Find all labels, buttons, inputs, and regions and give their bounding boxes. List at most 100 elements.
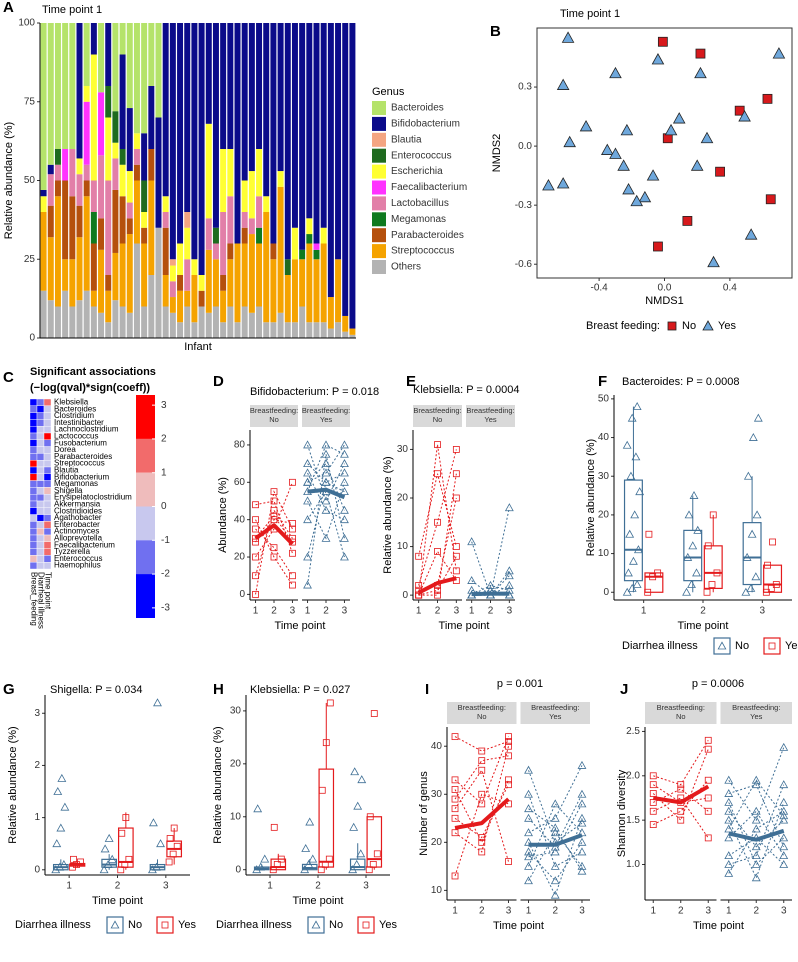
subject-point bbox=[303, 440, 312, 449]
point bbox=[649, 573, 657, 581]
heat-cell bbox=[29, 494, 38, 502]
point bbox=[59, 859, 69, 868]
subject-line bbox=[471, 584, 510, 596]
subject-point bbox=[340, 552, 349, 561]
x-tick-label: -0.4 bbox=[590, 283, 608, 294]
facet-label: Yes bbox=[750, 712, 762, 721]
heat-cell bbox=[43, 412, 52, 420]
subject-point bbox=[524, 861, 533, 870]
point bbox=[70, 855, 77, 863]
point bbox=[356, 849, 366, 858]
bar-segment bbox=[83, 196, 90, 291]
subject-point bbox=[524, 765, 533, 774]
heat-cell bbox=[43, 473, 52, 481]
bar-segment bbox=[335, 322, 342, 338]
bar-segment bbox=[126, 312, 133, 338]
heat-cell bbox=[43, 541, 52, 549]
bar-segment bbox=[270, 23, 277, 244]
legend-title: Diarrhea illness bbox=[622, 640, 698, 652]
bar-segment bbox=[227, 149, 234, 197]
box bbox=[703, 545, 723, 589]
point bbox=[638, 190, 652, 203]
bar-segment bbox=[220, 275, 227, 291]
heat-cell bbox=[36, 500, 45, 509]
subject-point bbox=[550, 842, 560, 851]
bar-segment bbox=[62, 149, 69, 181]
bar-segment bbox=[90, 180, 97, 212]
bar-segment bbox=[198, 23, 205, 275]
facet-label: No bbox=[269, 415, 279, 424]
bar-segment bbox=[299, 249, 306, 260]
facet-label: Yes bbox=[320, 415, 332, 424]
x-tick-label: 1 bbox=[469, 606, 475, 617]
subject-point bbox=[550, 799, 560, 808]
heat-cell bbox=[36, 412, 45, 420]
bar-segment bbox=[256, 243, 263, 307]
panel-title: (−log(qval)*sign(coeff)) bbox=[30, 382, 150, 394]
legend-label: Yes bbox=[718, 320, 736, 332]
y-tick-label: 1.0 bbox=[626, 859, 640, 870]
facet-label: Breastfeeding: bbox=[531, 703, 579, 712]
point bbox=[256, 862, 266, 871]
subject-point bbox=[303, 580, 312, 589]
point bbox=[60, 802, 70, 811]
subject-point bbox=[779, 742, 789, 751]
subject-point bbox=[340, 505, 349, 514]
heat-cell bbox=[43, 398, 52, 407]
heat-cell bbox=[43, 514, 52, 522]
bar-segment bbox=[162, 275, 169, 307]
x-tick-label: 3 bbox=[781, 906, 787, 917]
heat-cell bbox=[36, 541, 45, 549]
point bbox=[308, 854, 318, 863]
facet-label: Yes bbox=[549, 712, 561, 721]
point bbox=[630, 194, 644, 207]
row-label: Bifidobacterium bbox=[54, 472, 109, 481]
bar-segment bbox=[90, 243, 97, 291]
legend-label: No bbox=[128, 919, 142, 931]
point bbox=[260, 854, 270, 863]
heat-cell bbox=[36, 453, 45, 461]
point bbox=[170, 824, 178, 832]
y-tick-label: 20 bbox=[598, 510, 610, 521]
point bbox=[147, 865, 157, 874]
panel-title: p = 0.0006 bbox=[692, 678, 744, 690]
subject-point bbox=[704, 776, 712, 784]
point bbox=[318, 786, 326, 794]
bar-segment bbox=[90, 54, 97, 181]
heat-cell bbox=[29, 419, 38, 427]
row-label: Clostridium bbox=[54, 411, 94, 420]
bar-segment bbox=[184, 306, 191, 338]
subject-point bbox=[504, 566, 514, 575]
y-tick-label: 10 bbox=[230, 811, 242, 822]
panel-letter: C bbox=[3, 369, 14, 386]
y-axis-label: Number of genus bbox=[418, 771, 430, 856]
heat-cell bbox=[36, 419, 45, 427]
subject-point bbox=[321, 496, 331, 505]
legend-marker bbox=[362, 921, 370, 929]
point bbox=[561, 31, 575, 43]
subject-line bbox=[528, 803, 583, 858]
subject-point bbox=[340, 449, 349, 458]
heat-cell bbox=[29, 446, 38, 454]
bar-segment bbox=[119, 164, 126, 197]
heat-cell bbox=[43, 446, 52, 454]
row-label: Megamonas bbox=[54, 479, 98, 488]
point bbox=[125, 855, 133, 863]
bar-segment bbox=[105, 275, 112, 291]
row-label: Parabacteroides bbox=[54, 452, 112, 461]
heat-cell bbox=[29, 507, 38, 515]
heat-cell bbox=[36, 473, 45, 481]
row-label: Shigella bbox=[54, 486, 83, 495]
bar-segment bbox=[83, 86, 90, 102]
x-tick-label: 2 bbox=[435, 606, 441, 617]
subject-line bbox=[255, 515, 293, 543]
bar-segment bbox=[277, 23, 284, 172]
legend-key bbox=[307, 916, 325, 934]
x-tick-label: 2 bbox=[552, 906, 558, 917]
mean-line bbox=[307, 487, 346, 500]
subject-point bbox=[724, 851, 734, 860]
subject-point bbox=[550, 823, 560, 832]
subject-point bbox=[478, 757, 486, 765]
x-tick-label: 1 bbox=[416, 606, 422, 617]
x-tick-label: 2 bbox=[678, 906, 684, 917]
